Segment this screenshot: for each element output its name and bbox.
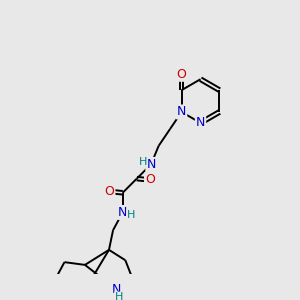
Text: N: N [146, 158, 156, 171]
Text: H: H [127, 210, 135, 220]
Text: O: O [177, 68, 187, 81]
Text: H: H [115, 292, 123, 300]
Text: O: O [145, 173, 155, 187]
Text: N: N [112, 283, 121, 296]
Text: O: O [105, 185, 114, 198]
Text: H: H [139, 157, 147, 167]
Text: N: N [177, 106, 186, 118]
Text: N: N [118, 206, 127, 219]
Text: N: N [196, 116, 205, 129]
